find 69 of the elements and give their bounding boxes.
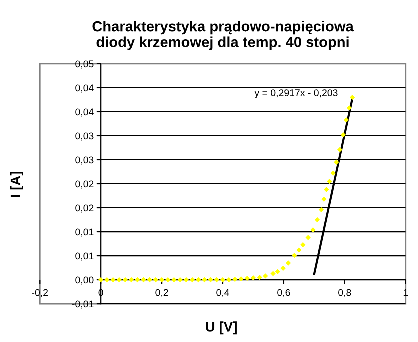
x-tick-label: 0,6 [278, 289, 290, 298]
x-tick-label: 0,2 [156, 289, 168, 298]
point [292, 252, 298, 258]
y-tick-label: 0,03 [76, 156, 94, 165]
point [166, 277, 171, 283]
point [310, 227, 316, 233]
point [153, 277, 159, 283]
point [346, 106, 352, 111]
point [135, 277, 140, 283]
point [286, 260, 292, 266]
point [344, 118, 350, 123]
point [122, 277, 128, 283]
annotation: y = 0,2917x - 0,203 [254, 90, 338, 98]
point [257, 275, 262, 280]
point [263, 274, 268, 279]
point [208, 277, 214, 283]
y-tick-label: 0,02 [76, 180, 94, 189]
x-axis-title: U [V] [206, 322, 237, 335]
point [104, 277, 110, 283]
y-tick-label: 0,00 [76, 276, 94, 285]
point [141, 277, 146, 283]
point [196, 277, 202, 283]
point [184, 277, 190, 283]
point [296, 248, 302, 253]
point [340, 132, 346, 138]
point [202, 277, 208, 283]
point [147, 277, 152, 283]
point [327, 178, 332, 184]
point [270, 271, 276, 276]
point [159, 277, 165, 283]
point [116, 277, 122, 283]
point [306, 235, 311, 240]
chart-title: Charakterystyka prądowo-napięciowa diody krzemowej dla temp. 40 stopni [92, 21, 354, 50]
point [275, 269, 280, 274]
x-tick-label: 1 [404, 289, 408, 296]
x-tick-label: 0,8 [338, 289, 352, 298]
y-tick-label: 0,04 [76, 84, 94, 93]
x-tick-label: -0,2 [32, 289, 48, 298]
point [232, 276, 238, 282]
point [250, 276, 256, 281]
y-axis-title: I [A] [10, 172, 24, 198]
x-tick-label: 0,4 [216, 289, 230, 298]
point [314, 217, 320, 223]
y-tick-label: -0,01 [72, 300, 94, 309]
point [244, 276, 250, 282]
point [214, 277, 220, 283]
y-tick-label: 0,04 [76, 108, 94, 117]
point [190, 277, 196, 283]
y-tick-label: 0,01 [76, 228, 94, 237]
point [337, 147, 343, 153]
point [238, 276, 244, 282]
point [300, 242, 306, 248]
point [226, 277, 232, 283]
point [178, 277, 183, 283]
point [324, 187, 330, 192]
point [330, 170, 336, 176]
point [280, 266, 286, 272]
point [128, 277, 134, 283]
point [172, 277, 177, 283]
point [220, 277, 226, 283]
point [334, 160, 340, 165]
y-tick-label: 0,05 [76, 60, 94, 69]
point [318, 207, 324, 213]
point [350, 94, 356, 100]
point [322, 196, 327, 202]
y-tick-label: 0,03 [76, 132, 94, 141]
point [110, 277, 116, 283]
y-tick-label: 0,01 [76, 252, 94, 261]
y-tick-label: 0,02 [76, 204, 94, 213]
